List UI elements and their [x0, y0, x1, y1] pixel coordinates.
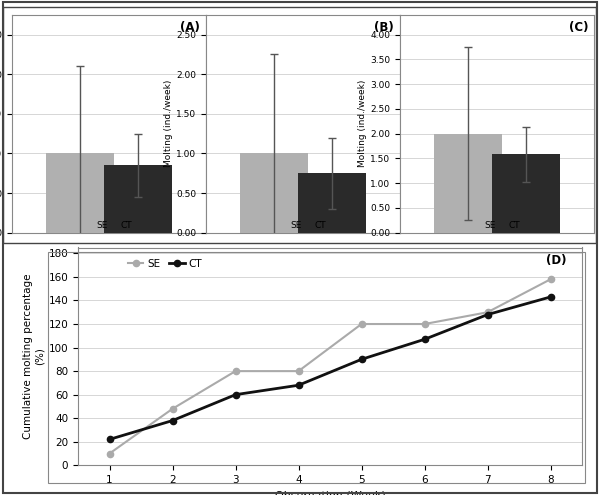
CT [106, 437, 113, 443]
SE [232, 368, 239, 374]
Line: SE: SE [106, 276, 554, 457]
Bar [240, 153, 308, 233]
Bar [298, 173, 366, 233]
Text: (B): (B) [374, 21, 394, 34]
Bar [46, 153, 114, 233]
CT [547, 294, 554, 300]
SE [295, 368, 302, 374]
Text: (A): (A) [181, 21, 200, 34]
CT [295, 382, 302, 388]
SE [547, 276, 554, 282]
SE [484, 309, 491, 315]
CT [232, 392, 239, 397]
CT [421, 337, 428, 343]
CT [358, 356, 365, 362]
X-axis label: Observation (Week): Observation (Week) [275, 491, 385, 495]
Y-axis label: Molting (ind./week): Molting (ind./week) [164, 80, 173, 167]
Legend: SE, CT: SE, CT [86, 221, 132, 230]
Text: (D): (D) [547, 254, 567, 267]
Y-axis label: Cumulative molting percentage
(%): Cumulative molting percentage (%) [23, 274, 44, 439]
SE [421, 321, 428, 327]
Legend: SE, CT: SE, CT [124, 255, 206, 273]
Bar [492, 154, 560, 233]
SE [106, 450, 113, 456]
Line: CT: CT [106, 294, 554, 443]
SE [169, 406, 176, 412]
CT [169, 418, 176, 424]
SE [358, 321, 365, 327]
Text: (C): (C) [569, 21, 588, 34]
Bar [434, 134, 502, 233]
CT [484, 312, 491, 318]
Legend: SE, CT: SE, CT [280, 221, 326, 230]
Bar [104, 165, 172, 233]
Y-axis label: Molting (ind./week): Molting (ind./week) [358, 80, 367, 167]
Legend: SE, CT: SE, CT [474, 221, 520, 230]
